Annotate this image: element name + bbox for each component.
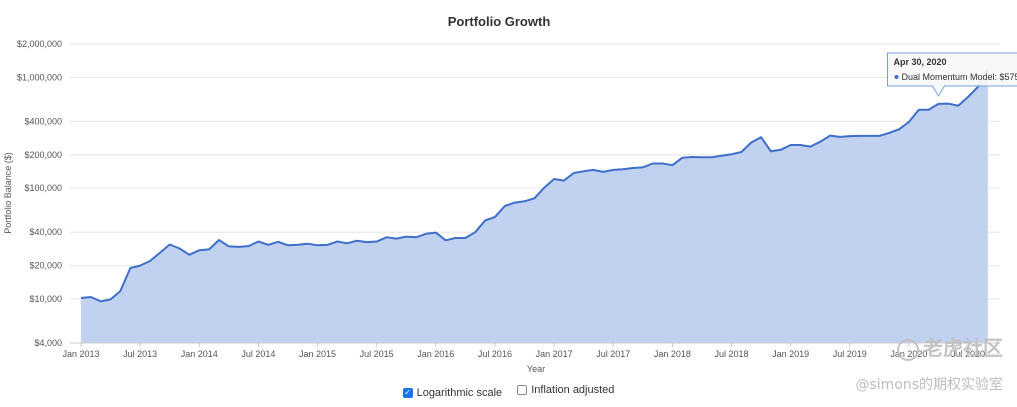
watermark-author: @simons的期权实验室: [855, 377, 1003, 393]
y-tick-label: $40,000: [29, 227, 62, 237]
x-tick-label: Jan 2019: [772, 349, 809, 359]
x-tick-label: Jul 2014: [241, 349, 275, 359]
series-area: [81, 69, 988, 344]
y-axis-ticks: $4,000 $10,000 $20,000 $40,000 $100,000 $200,…: [17, 39, 62, 348]
y-tick-label: $200,000: [24, 150, 62, 160]
x-tick-label: Jul 2019: [833, 349, 867, 359]
x-tick-label: Jan 2013: [62, 349, 99, 359]
x-tick-label: Jan 2015: [299, 349, 336, 359]
x-tick-label: Jan 2016: [417, 349, 454, 359]
tooltip: Apr 30, 2020 Dual Momentum Model: $575,3…: [886, 52, 1017, 97]
y-tick-label: $1,000,000: [17, 72, 62, 82]
tooltip-series-dot-icon: [894, 74, 899, 79]
x-tick-label: Jan 2014: [181, 349, 218, 359]
series-line: [80, 68, 989, 303]
tooltip-date: Apr 30, 2020: [893, 57, 946, 67]
chart-title: Portfolio Growth: [448, 14, 551, 29]
x-tick-label: Jan 2018: [654, 349, 691, 359]
tooltip-box: [886, 52, 1017, 97]
x-axis-title: Year: [527, 364, 545, 374]
tiger-logo-icon: [897, 338, 919, 361]
chart-options: ✓ Logarithmic scale Inflation adjusted: [0, 384, 1017, 399]
x-tick-label: Jul 2015: [360, 349, 394, 359]
y-tick-label: $100,000: [24, 183, 62, 193]
log-scale-toggle[interactable]: ✓ Logarithmic scale: [402, 387, 503, 399]
watermark-logo: 老虎社区: [897, 332, 1003, 361]
plot-area: [70, 68, 1000, 344]
x-tick-label: Jul 2016: [478, 349, 512, 359]
portfolio-growth-chart: Portfolio Growth $4,000 $10,000 $20,000 $40…: [3, 14, 1017, 374]
log-scale-label: Logarithmic scale: [416, 387, 503, 399]
log-scale-checkbox[interactable]: ✓: [402, 388, 413, 398]
y-tick-label: $20,000: [29, 261, 62, 271]
x-tick-label: Jan 2017: [536, 349, 573, 359]
inflation-checkbox[interactable]: [517, 385, 528, 395]
y-tick-label: $4,000: [34, 338, 62, 348]
y-tick-label: $2,000,000: [17, 39, 62, 49]
y-tick-label: $400,000: [24, 116, 62, 126]
x-tick-label: Jul 2018: [714, 349, 748, 359]
inflation-label: Inflation adjusted: [531, 384, 615, 396]
y-tick-label: $10,000: [29, 294, 62, 304]
tooltip-value: Dual Momentum Model: $575,320: [901, 72, 1017, 82]
x-axis-ticks: Jan 2013 Jul 2013 Jan 2014 Jul 2014 Jan 2015…: [62, 343, 985, 359]
x-tick-label: Jul 2013: [123, 349, 157, 359]
x-tick-label: Jul 2020: [951, 349, 985, 359]
inflation-toggle[interactable]: Inflation adjusted: [517, 384, 614, 396]
y-axis-title: Portfolio Balance ($): [3, 152, 13, 234]
x-tick-label: Jul 2017: [596, 349, 630, 359]
